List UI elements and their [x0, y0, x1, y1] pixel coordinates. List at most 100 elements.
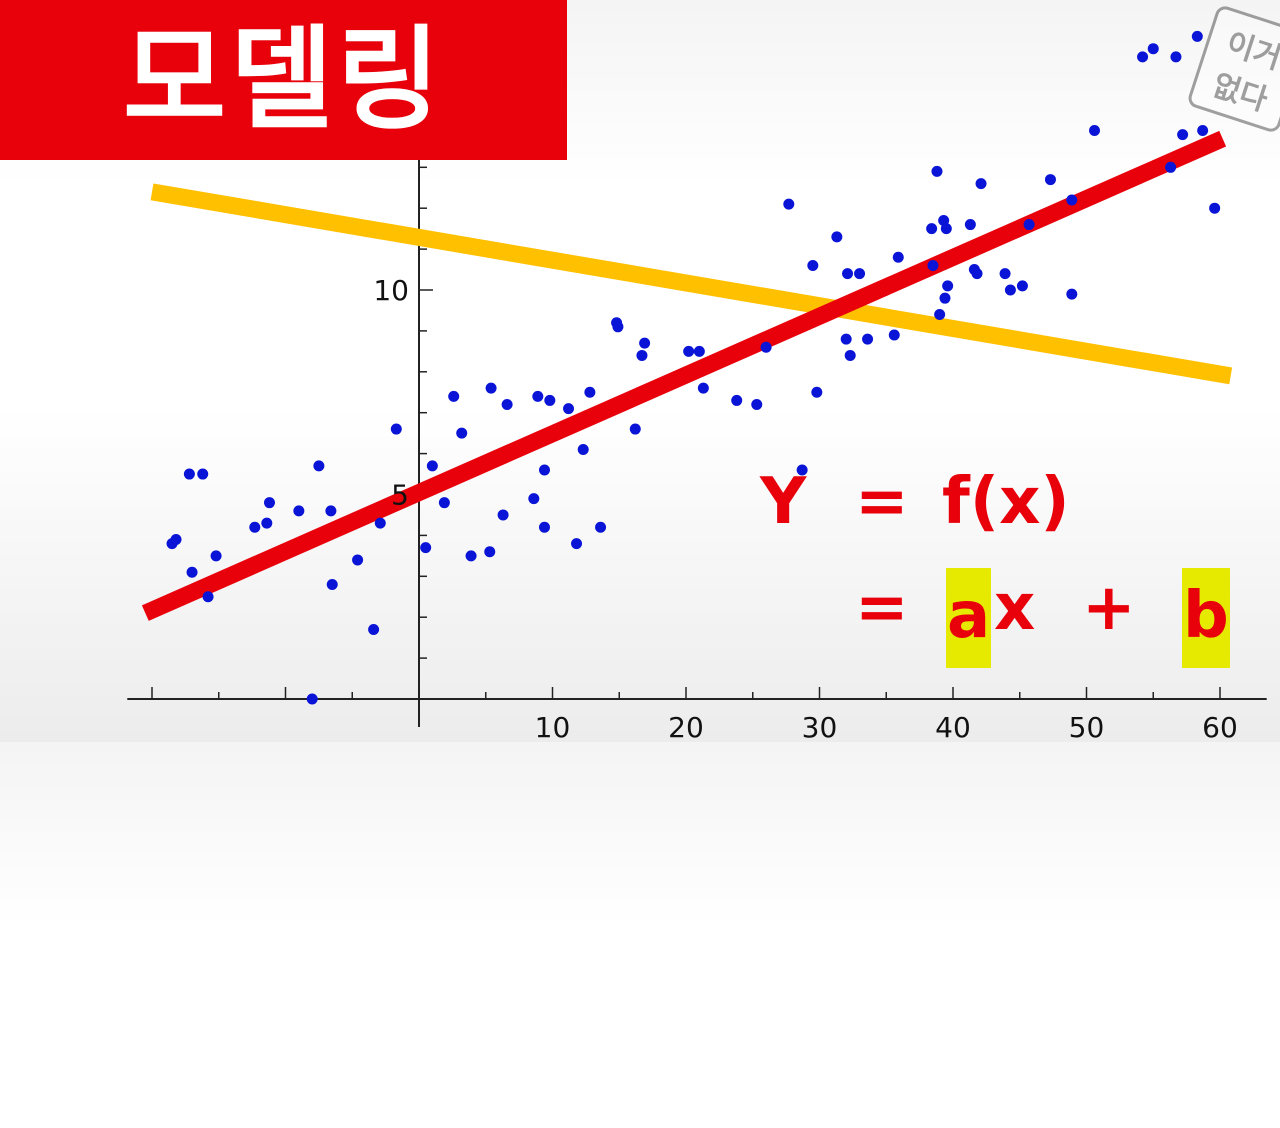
- data-point: [612, 321, 624, 333]
- x-tick-label: 10: [535, 711, 571, 742]
- data-point: [840, 333, 852, 345]
- data-point: [263, 497, 275, 509]
- data-point: [261, 517, 273, 529]
- data-point: [831, 231, 843, 243]
- data-point: [939, 292, 951, 304]
- formula-y: Y: [760, 465, 807, 539]
- tick-labels: 10 20 30 40 50 60 5 10: [373, 274, 1237, 742]
- formula-equals-1: =: [855, 465, 909, 539]
- data-point: [313, 460, 325, 472]
- data-point: [170, 533, 182, 545]
- data-point: [306, 693, 318, 705]
- data-point: [693, 345, 705, 357]
- data-point: [811, 386, 823, 398]
- data-point: [999, 268, 1011, 280]
- data-point: [571, 538, 583, 550]
- data-point: [1066, 194, 1078, 206]
- data-point: [964, 219, 976, 231]
- data-point: [1004, 284, 1016, 296]
- data-point: [210, 550, 222, 562]
- regression-fit-line: [141, 130, 1227, 621]
- data-point: [842, 268, 854, 280]
- data-point: [293, 505, 305, 517]
- data-point: [1066, 288, 1078, 300]
- data-point: [532, 390, 544, 402]
- data-point: [465, 550, 477, 562]
- y-tick-label: 10: [373, 274, 409, 307]
- banner-title: 모델링: [122, 15, 445, 145]
- formula-fx: f(x): [942, 465, 1070, 539]
- data-point: [940, 223, 952, 235]
- data-point: [1023, 219, 1035, 231]
- data-point: [501, 399, 513, 411]
- data-point: [563, 403, 575, 415]
- formula-x: x: [994, 571, 1036, 645]
- data-point: [390, 423, 402, 435]
- data-point: [796, 464, 808, 476]
- data-point: [577, 444, 589, 456]
- lines: [141, 130, 1233, 621]
- data-point: [183, 468, 195, 480]
- data-point: [538, 521, 550, 533]
- formula-a-highlight: a: [946, 568, 992, 668]
- x-tick-label: 20: [668, 711, 704, 742]
- data-point: [544, 394, 556, 406]
- data-point: [249, 521, 261, 533]
- data-point: [1170, 51, 1182, 63]
- data-point: [854, 268, 866, 280]
- data-point: [326, 578, 338, 590]
- data-point: [844, 349, 856, 361]
- data-point: [584, 386, 596, 398]
- data-point: [528, 493, 540, 505]
- data-point: [448, 390, 460, 402]
- data-point: [975, 178, 987, 190]
- data-point: [374, 517, 386, 529]
- data-point: [325, 505, 337, 517]
- data-point: [971, 268, 983, 280]
- formula-line-1: Y = f(x): [760, 462, 1070, 542]
- data-point: [1147, 43, 1159, 55]
- formula-equals-2: =: [855, 571, 909, 645]
- title-banner: 모델링: [0, 0, 567, 160]
- data-point: [751, 399, 763, 411]
- data-point: [197, 468, 209, 480]
- x-tick-label: 40: [935, 711, 971, 742]
- data-point: [1016, 280, 1028, 292]
- data-point: [538, 464, 550, 476]
- data-point: [438, 497, 450, 509]
- data-point: [186, 566, 198, 578]
- data-point: [352, 554, 364, 566]
- data-point: [927, 259, 939, 271]
- data-point: [1044, 174, 1056, 186]
- formula: Y = f(x) = a x + b: [760, 462, 1230, 668]
- data-point: [1197, 124, 1209, 136]
- data-point: [1165, 161, 1177, 173]
- data-point: [683, 345, 695, 357]
- bad-fit-line: [150, 183, 1233, 385]
- data-point: [1089, 124, 1101, 136]
- data-point: [942, 280, 954, 292]
- data-point: [783, 198, 795, 210]
- data-point: [934, 309, 946, 321]
- data-point: [629, 423, 641, 435]
- data-points: [166, 30, 1221, 705]
- data-point: [731, 394, 743, 406]
- data-point: [639, 337, 651, 349]
- data-point: [456, 427, 468, 439]
- data-point: [888, 329, 900, 341]
- data-point: [760, 341, 772, 353]
- data-point: [807, 259, 819, 271]
- data-point: [420, 542, 432, 554]
- x-tick-label: 30: [802, 711, 838, 742]
- data-point: [485, 382, 497, 394]
- scatter-chart: 10 20 30 40 50 60 5 10: [127, 30, 1267, 742]
- data-point: [926, 223, 938, 235]
- data-point: [1191, 30, 1203, 42]
- data-point: [426, 460, 438, 472]
- data-point: [484, 546, 496, 558]
- data-point: [636, 349, 648, 361]
- data-point: [1209, 202, 1221, 214]
- y-tick-label: 5: [391, 479, 409, 512]
- data-point: [595, 521, 607, 533]
- data-point: [697, 382, 709, 394]
